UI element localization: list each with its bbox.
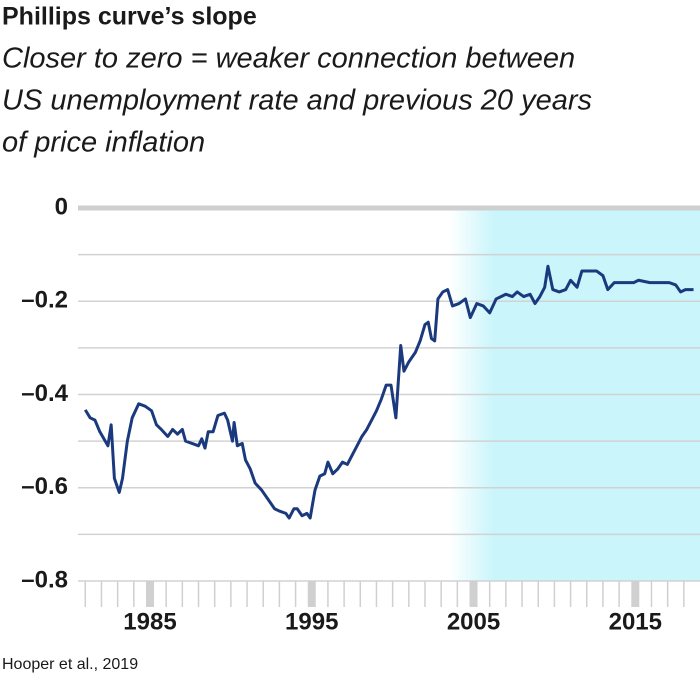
x-major-tick: [145, 581, 154, 607]
subtitle-line: Closer to zero = weaker connection betwe…: [2, 43, 575, 75]
x-tick-label: 1985: [123, 608, 176, 635]
y-tick-label: –0.2: [21, 287, 68, 314]
y-tick-label: –0.4: [21, 380, 68, 407]
chart-title: Phillips curve’s slope: [2, 3, 257, 31]
x-tick-label: 1995: [285, 608, 338, 635]
x-major-tick: [631, 581, 640, 607]
x-major-tick: [469, 581, 478, 607]
y-tick-label: –0.8: [21, 566, 68, 593]
y-tick-label: 0: [55, 193, 68, 220]
source: Hooper et al., 2019: [2, 656, 138, 673]
x-tick-label: 2015: [609, 608, 662, 635]
data-line: [84, 264, 694, 520]
subtitle-line: of price inflation: [2, 127, 205, 159]
y-tick-label: –0.6: [21, 473, 68, 500]
x-tick-label: 2005: [447, 608, 500, 635]
x-major-tick: [307, 581, 316, 607]
subtitle-line: US unemployment rate and previous 20 yea…: [2, 85, 592, 117]
